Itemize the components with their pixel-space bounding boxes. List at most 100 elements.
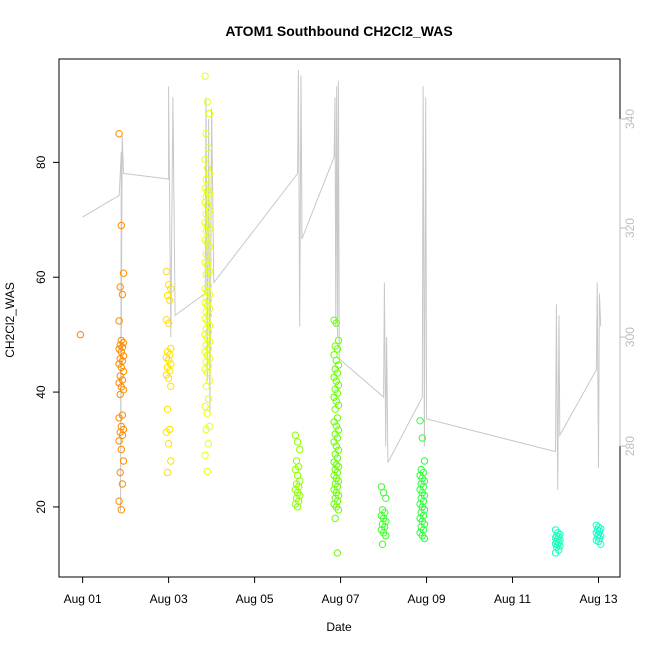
- data-point: [163, 291, 172, 300]
- y-tick-label: 40: [34, 385, 48, 399]
- point-cluster-7: [377, 483, 390, 548]
- data-point: [331, 430, 339, 438]
- data-point: [204, 212, 213, 221]
- data-point: [330, 393, 338, 401]
- data-point: [201, 155, 209, 164]
- data-point: [118, 480, 127, 488]
- data-point: [118, 431, 127, 439]
- data-point: [296, 445, 304, 454]
- point-cluster-8: [416, 417, 429, 543]
- data-point: [334, 506, 343, 514]
- data-point: [115, 497, 123, 505]
- secondary-line-layer: [82, 69, 602, 512]
- data-point: [115, 379, 123, 387]
- point-cluster-4: [201, 72, 214, 475]
- data-point: [117, 506, 126, 514]
- x-tick-label: Aug 01: [64, 592, 102, 606]
- data-point: [163, 405, 172, 413]
- x-tick-label: Aug 11: [494, 592, 531, 606]
- x-tick-label: Aug 13: [579, 592, 617, 606]
- data-point: [203, 317, 212, 326]
- point-cluster-2: [115, 130, 128, 514]
- data-point: [291, 431, 300, 439]
- data-point: [116, 341, 124, 349]
- data-point: [167, 457, 175, 465]
- data-point: [117, 348, 126, 356]
- data-point: [162, 267, 171, 276]
- data-point: [166, 296, 174, 304]
- point-cluster-5: [291, 431, 304, 511]
- data-point: [118, 290, 127, 299]
- y-tick-label: 60: [34, 270, 48, 284]
- point-cluster-1: [76, 331, 85, 339]
- data-point: [202, 425, 210, 434]
- data-point: [167, 285, 175, 293]
- data-point: [115, 130, 123, 138]
- data-point: [332, 319, 340, 327]
- point-cluster-9: [551, 526, 564, 557]
- data-point: [382, 532, 390, 540]
- data-point: [164, 374, 173, 382]
- data-point: [162, 353, 171, 362]
- data-point: [201, 451, 209, 459]
- point-cluster-6: [330, 316, 343, 557]
- data-point: [331, 365, 339, 373]
- data-point: [116, 390, 124, 399]
- data-point: [117, 336, 126, 345]
- data-point: [203, 98, 212, 106]
- data-point: [201, 402, 209, 411]
- data-point: [293, 438, 302, 446]
- data-point: [201, 72, 209, 80]
- y2-tick-label: 320: [623, 218, 637, 238]
- data-point: [203, 409, 212, 417]
- data-point: [167, 382, 175, 390]
- data-point: [117, 445, 126, 454]
- data-point: [116, 283, 124, 291]
- data-point: [332, 442, 340, 450]
- y-axis-label: CH2Cl2_WAS: [3, 282, 17, 358]
- data-point: [204, 144, 213, 152]
- x-tick-label: Aug 07: [322, 592, 360, 606]
- data-point: [378, 540, 387, 548]
- data-point: [330, 418, 338, 426]
- data-point: [332, 356, 340, 365]
- points-layer: [76, 72, 605, 557]
- data-point: [116, 468, 124, 477]
- x-tick-label: Aug 03: [150, 592, 188, 606]
- data-point: [332, 397, 340, 405]
- data-point: [202, 382, 210, 390]
- chart-title: ATOM1 Southbound CH2Cl2_WAS: [225, 23, 452, 39]
- y-tick-label: 20: [34, 500, 48, 514]
- secondary-series-line: [82, 69, 602, 512]
- data-point: [115, 414, 123, 422]
- data-point: [418, 434, 426, 442]
- y-tick-label: 80: [34, 155, 48, 169]
- y2-tick-label: 300: [623, 327, 637, 347]
- data-point: [205, 376, 214, 385]
- data-point: [203, 467, 212, 475]
- x-axis-label: Date: [326, 620, 352, 634]
- data-point: [332, 422, 340, 430]
- data-point: [332, 377, 340, 385]
- data-point: [205, 109, 214, 118]
- data-point: [203, 261, 212, 269]
- data-point: [416, 417, 424, 425]
- data-point: [202, 270, 210, 279]
- axes-layer: Aug 01 Aug 03 Aug 05 Aug 07 Aug 09 Aug 11 Aug …: [34, 109, 637, 606]
- data-point: [556, 542, 564, 550]
- data-point: [551, 549, 560, 557]
- data-point: [203, 368, 212, 377]
- data-point: [202, 210, 210, 218]
- x-tick-label: Aug 09: [408, 592, 446, 606]
- data-point: [115, 437, 123, 445]
- data-point: [420, 534, 429, 543]
- data-point: [203, 239, 212, 247]
- point-cluster-10: [592, 521, 605, 548]
- data-point: [116, 355, 124, 363]
- data-point: [205, 243, 214, 251]
- data-point: [76, 331, 85, 339]
- data-point: [331, 405, 339, 413]
- data-point: [164, 356, 173, 364]
